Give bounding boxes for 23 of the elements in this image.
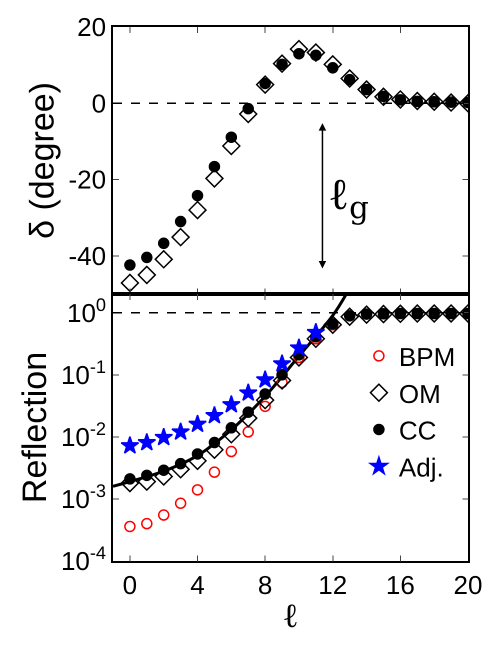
y-tick-label: 10$^{-2}$ [60, 419, 106, 452]
y-tick-label: 0 [92, 88, 106, 118]
x-tick-label: 4 [190, 570, 205, 600]
x-tick-label: 20 [454, 570, 482, 600]
y-tick-label: 20 [77, 12, 106, 42]
y-tick-label: 10$^{-1}$ [60, 356, 106, 390]
legend-label: Adj. [398, 452, 444, 482]
x-tick-label: 0 [122, 570, 138, 600]
legend-label: CC [398, 416, 436, 446]
y-tick-label: -20 [68, 164, 106, 195]
y-tick-label: 10$^{-3}$ [60, 481, 106, 514]
x-tick-label: 16 [386, 570, 415, 600]
x-tick-label: 12 [318, 570, 348, 600]
y-tick-label: 10$^{-4}$ [60, 543, 106, 576]
y-axis-title: δ (degree) [24, 82, 62, 239]
x-axis-title: ℓ [282, 596, 299, 636]
legend-label: OM [398, 378, 441, 409]
x-tick-label: 8 [258, 570, 272, 600]
legend-label: BPM [398, 342, 456, 372]
y-tick-label: 10$^{0}$ [67, 294, 106, 328]
y-axis-title: Reflection [16, 352, 54, 504]
annotation: ℓ$_{g}$ [328, 169, 369, 226]
y-tick-label: -40 [68, 240, 106, 271]
